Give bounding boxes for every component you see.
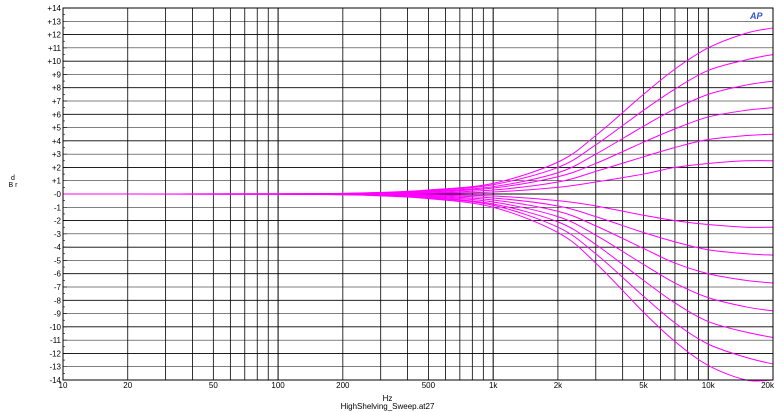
x-tick-label: 20 xyxy=(123,381,132,390)
chart-caption: HighShelving_Sweep.at27 xyxy=(340,402,435,411)
x-tick-label: 5k xyxy=(639,381,648,390)
y-tick-label: +6 xyxy=(52,110,62,119)
y-tick-label: -6 xyxy=(54,270,62,279)
y-tick-label: -14 xyxy=(49,376,61,385)
y-tick-label: +14 xyxy=(47,4,61,13)
x-tick-label: 200 xyxy=(336,381,350,390)
y-axis-label: d B r xyxy=(8,175,18,189)
y-tick-label: -8 xyxy=(54,296,62,305)
x-tick-label: 500 xyxy=(422,381,436,390)
y-tick-label: +2 xyxy=(52,163,62,172)
y-tick-label: -4 xyxy=(54,243,62,252)
y-tick-label: -2 xyxy=(54,217,62,226)
y-tick-label: -9 xyxy=(54,310,62,319)
y-tick-label: -11 xyxy=(50,336,62,345)
x-tick-label: 10 xyxy=(59,381,68,390)
y-tick-label: +9 xyxy=(52,70,62,79)
x-axis-label: Hz xyxy=(382,394,393,403)
plot-frame xyxy=(62,7,774,381)
y-tick-label: -12 xyxy=(49,349,61,358)
y-tick-label: -5 xyxy=(54,256,62,265)
y-tick-label: +13 xyxy=(47,17,61,26)
y-tick-label: +8 xyxy=(52,84,62,93)
y-tick-label: +4 xyxy=(52,137,62,146)
y-tick-label: +5 xyxy=(52,124,62,133)
y-tick-label: -10 xyxy=(49,323,61,332)
series-line xyxy=(62,133,774,195)
series-line xyxy=(62,193,774,228)
y-tick-label: +3 xyxy=(52,150,62,159)
x-tick-label: 100 xyxy=(271,381,285,390)
y-tick-label: -0 xyxy=(54,190,62,199)
x-tick-label: 20k xyxy=(761,381,775,390)
y-tick-label: -7 xyxy=(54,283,62,292)
y-tick-label: +7 xyxy=(52,97,62,106)
x-tick-label: 1k xyxy=(489,381,498,390)
ap-logo: AP xyxy=(749,11,763,21)
series-line xyxy=(62,193,774,382)
series-line xyxy=(62,193,774,312)
series-line xyxy=(62,193,774,256)
series-line xyxy=(62,107,774,195)
x-tick-label: 10k xyxy=(702,381,716,390)
tick-labels: +14 +13 +12 +11 +10 +9 +8 +7 +6 +5 +4 +3 +2 +1 -0 -1 -2 -… xyxy=(47,4,775,390)
x-tick-label: 2k xyxy=(554,381,563,390)
y-tick-label: -13 xyxy=(49,363,61,372)
series-line xyxy=(62,160,774,195)
series-line xyxy=(62,80,774,195)
y-tick-label: +10 xyxy=(47,57,61,66)
y-tick-label: +12 xyxy=(47,31,61,40)
y-tick-label: +1 xyxy=(52,177,62,186)
y-tick-label: -1 xyxy=(54,203,62,212)
y-tick-label: +11 xyxy=(48,44,62,53)
series-lines xyxy=(62,27,774,382)
y-tick-label: -3 xyxy=(54,230,62,239)
x-tick-label: 50 xyxy=(209,381,218,390)
